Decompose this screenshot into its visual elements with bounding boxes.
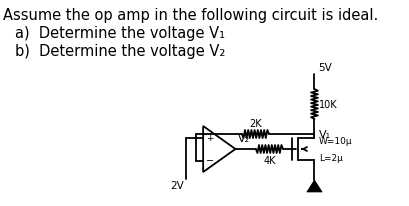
Text: L=2μ: L=2μ — [319, 153, 343, 162]
Text: Assume the op amp in the following circuit is ideal.: Assume the op amp in the following circu… — [3, 8, 379, 23]
Text: 5V: 5V — [318, 63, 332, 73]
Text: +: + — [206, 133, 213, 142]
Text: V₁: V₁ — [319, 129, 331, 139]
Text: −: − — [206, 156, 214, 166]
Text: V₂: V₂ — [238, 133, 250, 143]
Text: 10K: 10K — [319, 99, 337, 109]
Polygon shape — [307, 180, 322, 192]
Text: 2K: 2K — [249, 118, 262, 128]
Text: 4K: 4K — [263, 155, 276, 165]
Text: b)  Determine the voltage V₂: b) Determine the voltage V₂ — [15, 44, 226, 59]
Text: a)  Determine the voltage V₁: a) Determine the voltage V₁ — [15, 26, 225, 41]
Text: W=10μ: W=10μ — [319, 136, 352, 145]
Text: 2V: 2V — [170, 181, 184, 191]
